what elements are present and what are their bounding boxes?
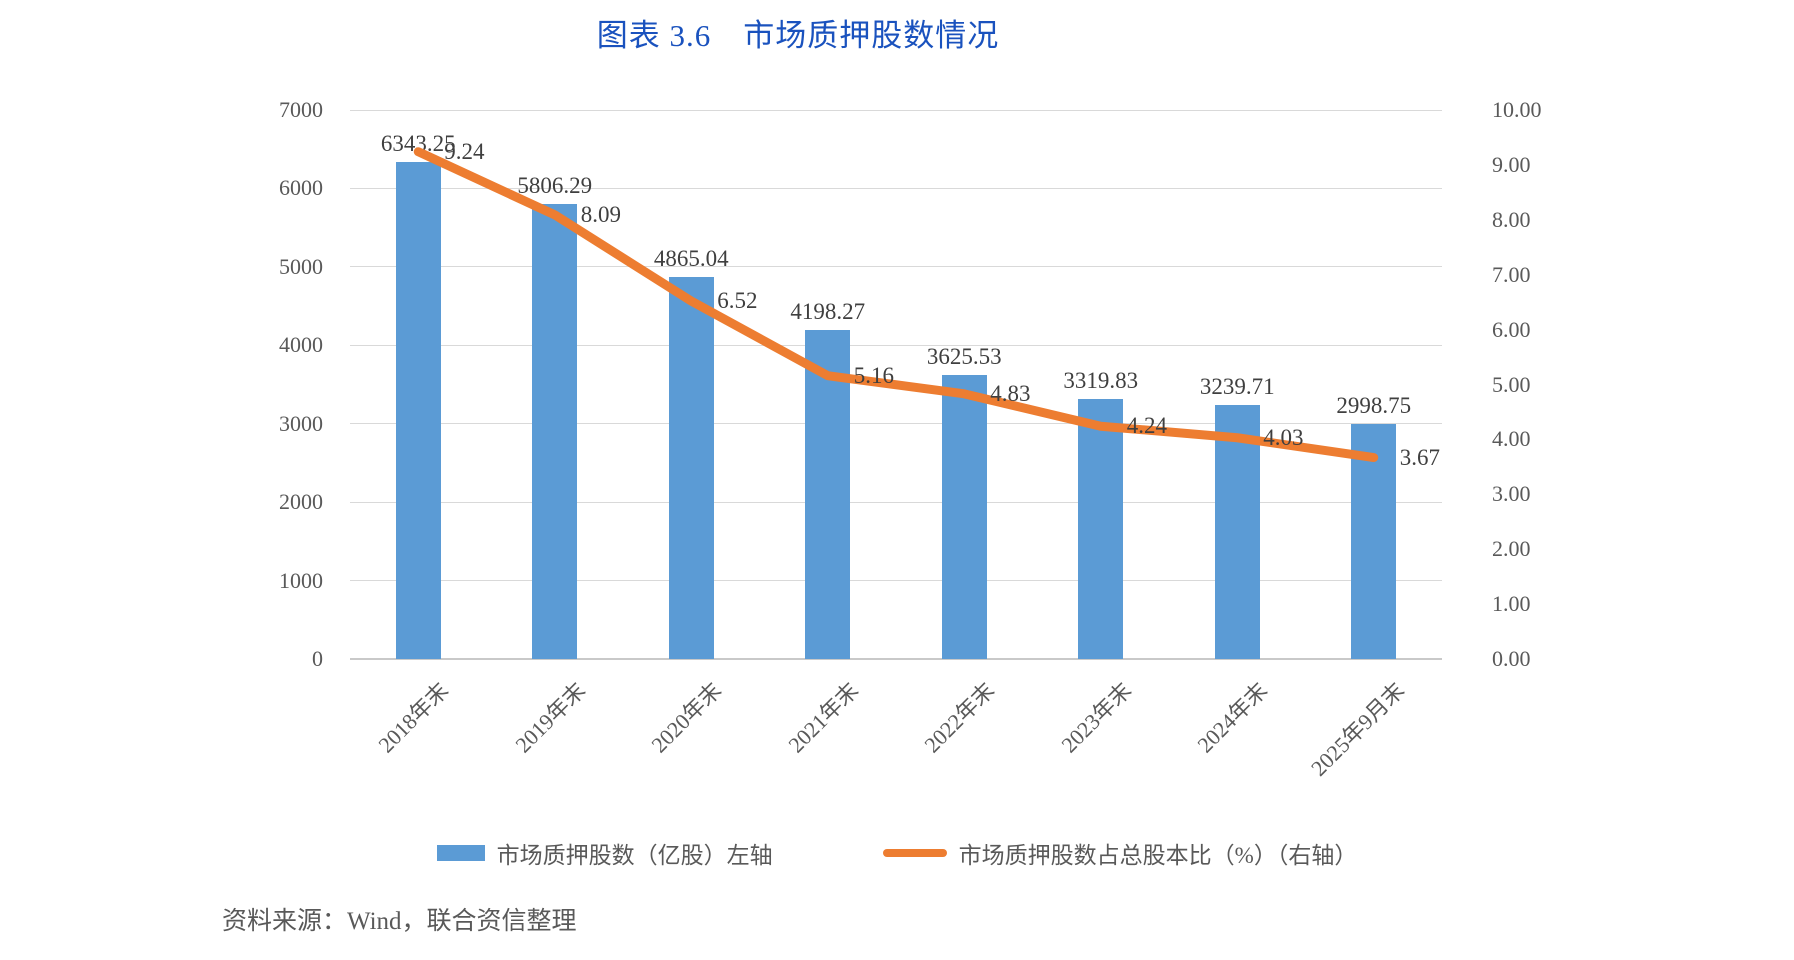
y-axis-tick-left: 5000 bbox=[279, 253, 323, 279]
bar-value-label: 5806.29 bbox=[517, 172, 593, 198]
line-point-label: 9.24 bbox=[444, 138, 485, 164]
line-point-label: 4.24 bbox=[1126, 413, 1167, 439]
gridline bbox=[350, 580, 1442, 582]
x-axis-tick: 2018年末 bbox=[373, 677, 454, 758]
source-note: 资料来源：Wind，联合资信整理 bbox=[222, 908, 577, 935]
line-point-label: 4.03 bbox=[1263, 424, 1304, 450]
y-axis-tick-left: 4000 bbox=[279, 332, 323, 358]
legend-bar-label: 市场质押股数（亿股）左轴 bbox=[496, 843, 773, 868]
line-point-label: 8.09 bbox=[580, 201, 621, 227]
y-axis-tick-right: 5.00 bbox=[1492, 371, 1531, 397]
y-axis-tick-right: 3.00 bbox=[1492, 481, 1531, 507]
y-axis-tick-right: 6.00 bbox=[1492, 316, 1531, 342]
bar bbox=[532, 203, 578, 659]
y-axis-tick-left: 0 bbox=[312, 646, 323, 671]
y-axis-tick-right: 0.00 bbox=[1492, 646, 1531, 671]
line-point-label: 4.83 bbox=[990, 380, 1031, 406]
legend-bar-swatch bbox=[436, 845, 485, 861]
bar bbox=[805, 329, 851, 659]
bar bbox=[395, 161, 441, 659]
x-axis-tick: 2020年末 bbox=[646, 677, 727, 758]
bar bbox=[1078, 398, 1124, 659]
x-axis-tick: 2025年9月末 bbox=[1305, 677, 1409, 781]
y-axis-tick-right: 9.00 bbox=[1492, 151, 1531, 177]
bar bbox=[668, 277, 714, 659]
legend-line-label: 市场质押股数占总股本比（%）（右轴） bbox=[958, 843, 1358, 868]
legend-item-bars: 市场质押股数（亿股）左轴 bbox=[436, 836, 773, 870]
line-point-label: 5.16 bbox=[853, 362, 894, 388]
line-point-label: 3.67 bbox=[1399, 444, 1440, 470]
y-axis-tick-right: 7.00 bbox=[1492, 261, 1531, 287]
legend-line-swatch bbox=[882, 849, 947, 857]
y-axis-tick-left: 7000 bbox=[279, 97, 323, 122]
y-axis-tick-right: 10.00 bbox=[1492, 97, 1542, 122]
gridline bbox=[350, 109, 1442, 111]
bar-value-label: 4865.04 bbox=[653, 246, 729, 272]
y-axis-tick-right: 4.00 bbox=[1492, 426, 1531, 452]
bar bbox=[1214, 404, 1260, 659]
bar bbox=[941, 374, 987, 659]
bar bbox=[1351, 423, 1397, 659]
x-axis-tick: 2021年末 bbox=[783, 677, 863, 758]
gridline bbox=[350, 266, 1442, 268]
bar-value-label: 2998.75 bbox=[1336, 392, 1412, 418]
line-point-label: 6.52 bbox=[717, 288, 758, 314]
y-axis-tick-right: 1.00 bbox=[1492, 591, 1531, 617]
bar-value-label: 4198.27 bbox=[790, 298, 866, 324]
y-axis-tick-left: 3000 bbox=[279, 410, 323, 436]
x-axis-tick: 2022年末 bbox=[919, 677, 1000, 758]
y-axis-tick-right: 8.00 bbox=[1492, 206, 1531, 232]
x-axis-tick: 2024年末 bbox=[1192, 677, 1273, 758]
y-axis-tick-left: 6000 bbox=[279, 175, 323, 201]
x-axis-tick: 2019年末 bbox=[510, 677, 590, 758]
y-axis-tick-left: 2000 bbox=[279, 489, 323, 515]
legend-item-line: 市场质押股数占总股本比（%）（右轴） bbox=[882, 836, 1358, 870]
gridline bbox=[350, 658, 1442, 660]
chart-title: 图表 3.6 市场质押股数情况 bbox=[596, 18, 1000, 53]
y-axis-tick-right: 2.00 bbox=[1492, 536, 1531, 562]
gridline bbox=[350, 501, 1442, 503]
y-axis-tick-left: 1000 bbox=[279, 567, 323, 593]
x-axis-tick: 2023年末 bbox=[1056, 677, 1136, 758]
legend: 市场质押股数（亿股）左轴 市场质押股数占总股本比（%）（右轴） bbox=[0, 836, 1794, 870]
